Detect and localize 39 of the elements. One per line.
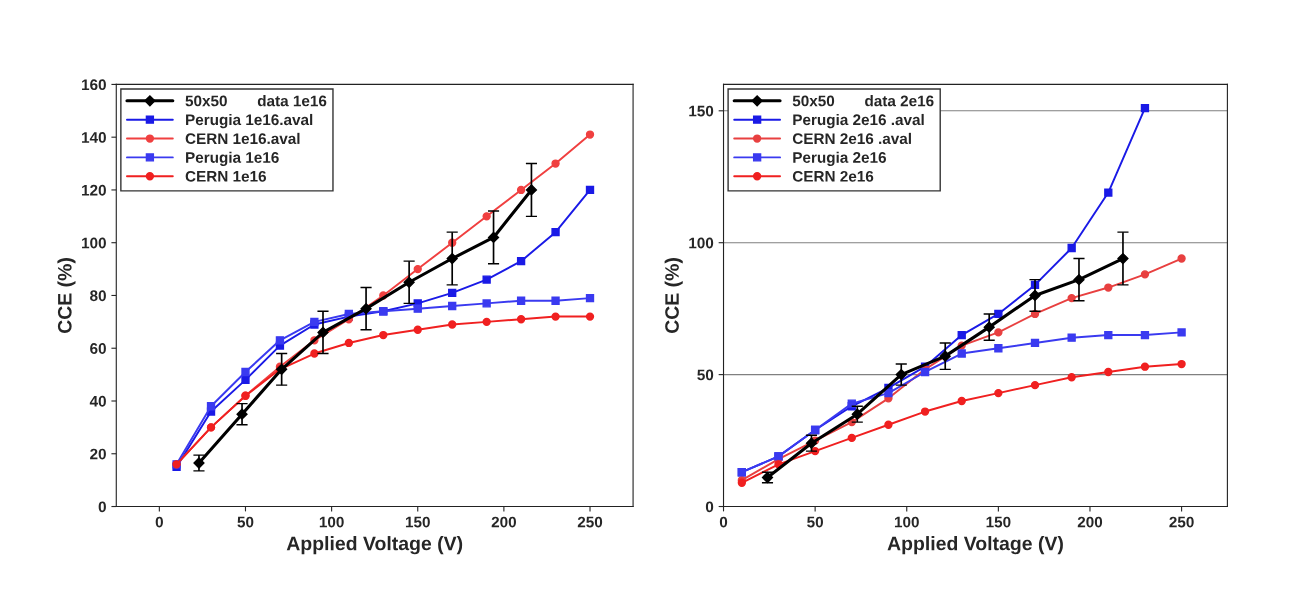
y-tick-label: 80 bbox=[90, 290, 106, 302]
legend-label: 50x50 data 1e16 bbox=[185, 95, 327, 107]
y-tick-label: 160 bbox=[82, 79, 106, 91]
x-tick-label: 250 bbox=[1169, 516, 1194, 528]
legend-label: CERN 1e16 bbox=[185, 170, 266, 182]
y-tick-label: 120 bbox=[82, 184, 106, 196]
legend-label: CERN 2e16 .aval bbox=[792, 132, 911, 145]
y-axis-title: CCE (%) bbox=[664, 258, 683, 334]
y-tick-label: 100 bbox=[82, 237, 106, 249]
legend-label: 50x50 data 2e16 bbox=[792, 95, 934, 107]
x-tick-label: 50 bbox=[807, 516, 824, 528]
legend-label: Perugia 1e16.aval bbox=[186, 113, 313, 129]
x-tick-label: 200 bbox=[491, 516, 516, 528]
x-tick-label: 200 bbox=[1077, 516, 1103, 528]
x-tick-label: 0 bbox=[719, 516, 728, 528]
x-tick-label: 150 bbox=[405, 516, 430, 528]
legend-label: Perugia 2e16 .aval bbox=[793, 113, 924, 129]
y-tick-label: 100 bbox=[689, 237, 714, 249]
y-tick-label: 50 bbox=[697, 369, 714, 381]
y-tick-label: 0 bbox=[705, 501, 714, 513]
legend-label: Perugia 1e16 bbox=[186, 151, 279, 166]
legend-label: CERN 1e16.aval bbox=[185, 132, 300, 145]
legend-label: CERN 2e16 bbox=[792, 170, 874, 182]
x-tick-label: 100 bbox=[319, 516, 344, 528]
y-tick-label: 150 bbox=[689, 105, 714, 117]
x-tick-label: 100 bbox=[894, 516, 919, 528]
y-tick-label: 40 bbox=[89, 395, 106, 407]
x-tick-label: 250 bbox=[577, 516, 603, 528]
y-tick-label: 140 bbox=[82, 132, 106, 143]
y-tick-label: 60 bbox=[90, 343, 106, 354]
x-axis-title: Applied Voltage (V) bbox=[887, 536, 1063, 555]
legend-label: Perugia 2e16 bbox=[793, 151, 886, 166]
y-tick-label: 0 bbox=[98, 501, 106, 513]
y-tick-label: 20 bbox=[90, 448, 106, 460]
x-axis-title: Applied Voltage (V) bbox=[286, 536, 463, 555]
x-tick-label: 150 bbox=[986, 516, 1011, 528]
x-tick-label: 0 bbox=[155, 516, 163, 528]
x-tick-label: 50 bbox=[237, 516, 254, 528]
y-axis-title: CCE (%) bbox=[57, 258, 76, 334]
